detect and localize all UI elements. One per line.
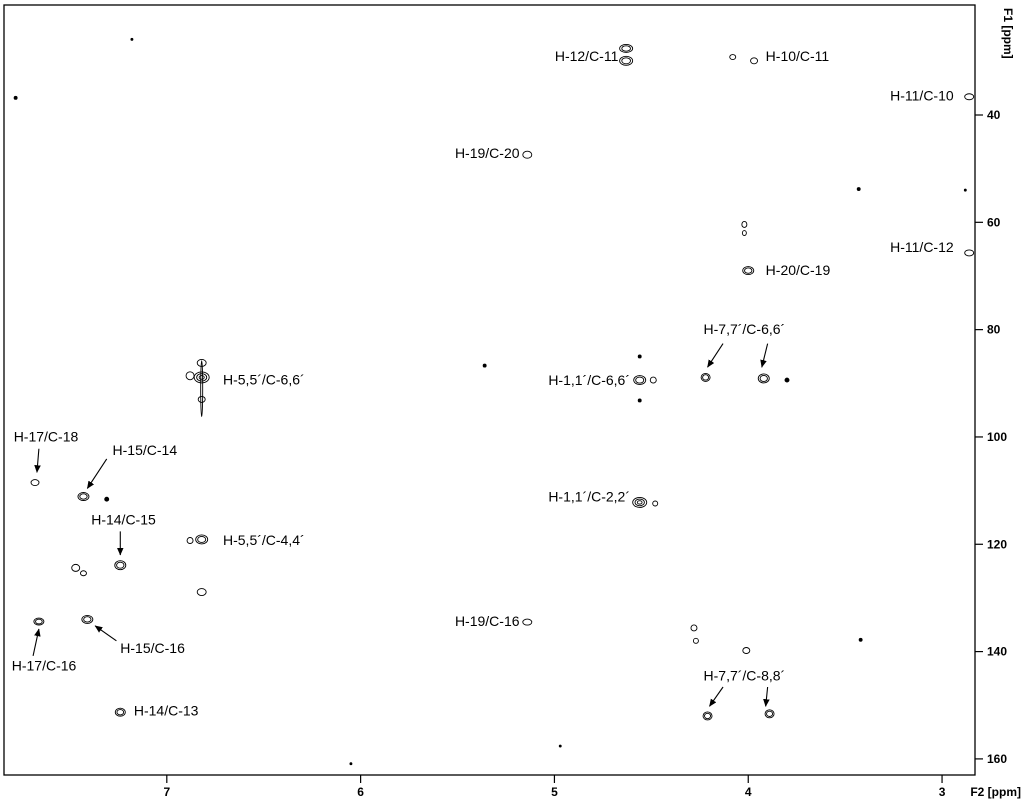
peak-label: H-15/C-14 <box>113 442 178 458</box>
cross-peak <box>195 534 209 545</box>
cross-peak <box>522 150 533 159</box>
f1-tick-label: 100 <box>987 430 1007 444</box>
assignment-arrow <box>707 343 724 368</box>
peak-label: H-1,1´/C-2,2´ <box>548 489 630 505</box>
noise-speck <box>690 624 698 632</box>
cross-peak <box>114 560 127 571</box>
noise-speck <box>104 496 110 502</box>
cross-peak <box>185 371 195 381</box>
assignment-arrow <box>709 686 724 707</box>
cross-peak <box>33 617 45 626</box>
noise-speck <box>856 187 861 191</box>
f2-tick-label: 7 <box>163 785 170 799</box>
peak-label: H-12/C-11 <box>555 48 619 64</box>
cross-peak <box>633 375 647 386</box>
f2-tick-label: 4 <box>745 785 752 799</box>
peak-label: H-7,7´/C-8,8´ <box>704 668 786 684</box>
noise-speck <box>482 363 487 368</box>
f2-axis-title: F2 [ppm] <box>970 785 1021 799</box>
noise-speck <box>784 377 790 383</box>
noise-speck <box>13 95 18 100</box>
cross-peak <box>632 496 648 508</box>
noise-speck <box>71 563 81 572</box>
noise-speck <box>130 37 134 41</box>
peak-label: H-10/C-11 <box>766 48 830 64</box>
assignment-arrow <box>760 343 769 368</box>
noise-speck <box>196 588 207 596</box>
f1-tick-label: 140 <box>987 645 1007 659</box>
assignment-arrow <box>94 625 117 642</box>
peak-label: H-11/C-12 <box>890 239 954 255</box>
f2-tick-label: 3 <box>939 785 946 799</box>
peak-label: H-19/C-16 <box>455 613 520 629</box>
cross-peak <box>964 93 975 101</box>
f1-tick-label: 80 <box>987 323 1001 337</box>
cross-peak <box>114 707 126 717</box>
peak-label: H-15/C-16 <box>120 640 185 656</box>
noise-speck <box>963 188 967 192</box>
f1-tick-label: 120 <box>987 537 1007 551</box>
cross-peak <box>964 249 975 257</box>
noise-speck <box>742 647 751 654</box>
noise-speck <box>741 230 747 236</box>
f2-tick-label: 6 <box>357 785 364 799</box>
cross-peak <box>742 266 755 276</box>
cross-peak <box>619 44 634 53</box>
peak-label: H-14/C-15 <box>91 512 156 528</box>
plot-frame <box>3 4 976 776</box>
peak-label: H-1,1´/C-6,6´ <box>548 372 630 388</box>
noise-speck <box>692 637 699 644</box>
noise-speck <box>80 570 87 577</box>
f2-tick-label: 5 <box>551 785 558 799</box>
peak-label: H-20/C-19 <box>766 262 831 278</box>
f1-axis-title: F1 [ppm] <box>1001 8 1015 59</box>
noise-speck <box>858 637 863 642</box>
f1-tick-label: 160 <box>987 752 1007 766</box>
cross-peak <box>196 358 207 367</box>
f1-tick-label: 40 <box>987 108 1001 122</box>
cross-peak <box>700 372 711 382</box>
cross-peak <box>193 371 210 384</box>
cross-peak <box>757 373 770 384</box>
peak-label: H-14/C-13 <box>134 703 199 719</box>
peak-label: H-7,7´/C-6,6´ <box>704 321 786 337</box>
peak-label: H-11/C-10 <box>890 88 954 104</box>
noise-speck <box>649 376 657 384</box>
assignment-arrow <box>34 448 41 473</box>
peak-label: H-19/C-20 <box>455 145 520 161</box>
cross-peak <box>522 618 533 626</box>
cross-peak <box>702 711 713 721</box>
cross-peak <box>81 614 94 624</box>
assignment-arrow <box>32 628 41 656</box>
peak-label: H-5,5´/C-4,4´ <box>223 532 305 548</box>
assignment-arrow <box>763 686 770 707</box>
noise-speck <box>200 360 204 418</box>
cross-peak <box>30 479 40 487</box>
noise-speck <box>637 398 642 403</box>
noise-speck <box>652 500 659 507</box>
f1-tick-label: 60 <box>987 215 1001 229</box>
peak-label: H-17/C-18 <box>14 428 79 444</box>
peak-label: H-17/C-16 <box>12 658 77 674</box>
cross-peak <box>77 492 90 501</box>
noise-speck <box>558 744 562 748</box>
cross-peak <box>764 709 775 719</box>
noise-speck <box>186 537 194 544</box>
cross-peak <box>750 57 759 65</box>
noise-speck <box>349 762 353 766</box>
noise-speck <box>741 221 748 228</box>
cross-peak <box>197 395 206 403</box>
peak-label: H-5,5´/C-6,6´ <box>223 372 305 388</box>
cross-peak <box>619 55 634 66</box>
assignment-arrow <box>86 458 108 489</box>
noise-speck <box>637 354 642 359</box>
cross-peak <box>729 54 737 60</box>
